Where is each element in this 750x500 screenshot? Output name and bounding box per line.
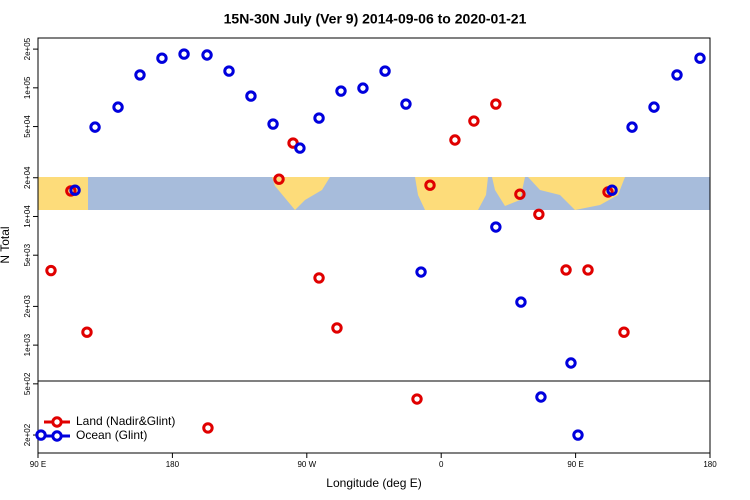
point	[565, 357, 577, 369]
y-tick-label: 2e+04	[23, 166, 32, 189]
plot-frame	[37, 37, 711, 454]
x-tick-label: 90 E	[567, 460, 583, 469]
y-tick-label: 1e+04	[23, 205, 32, 228]
point	[335, 85, 347, 97]
legend-marker	[51, 416, 63, 428]
point	[618, 326, 630, 338]
point	[694, 52, 706, 64]
x-tick-label: 180	[166, 460, 180, 469]
point	[648, 101, 660, 113]
point	[313, 112, 325, 124]
point	[156, 52, 168, 64]
point	[294, 142, 306, 154]
point	[223, 65, 235, 77]
point	[572, 429, 584, 441]
y-tick-label: 5e+03	[23, 243, 32, 266]
chart-title: 15N-30N July (Ver 9) 2014-09-06 to 2020-…	[224, 11, 527, 27]
point	[606, 184, 618, 196]
point	[201, 49, 213, 61]
y-tick-label: 2e+02	[23, 423, 32, 446]
y-tick-label: 5e+04	[23, 115, 32, 138]
y-tick-label: 2e+05	[23, 37, 32, 60]
legend-marker	[51, 430, 63, 442]
y-tick-label: 5e+02	[23, 372, 32, 395]
point	[35, 429, 47, 441]
point	[449, 134, 461, 146]
point	[45, 264, 57, 277]
point	[514, 188, 526, 200]
point	[245, 90, 257, 102]
map-band	[38, 177, 710, 210]
point	[89, 121, 101, 133]
point	[533, 208, 545, 220]
x-tick-label: 90 W	[297, 460, 316, 469]
point	[626, 121, 638, 133]
point	[424, 179, 436, 191]
point	[415, 266, 427, 278]
point	[490, 221, 502, 233]
point	[112, 101, 124, 113]
y-tick-label: 1e+05	[23, 76, 32, 99]
point	[81, 326, 93, 338]
point	[379, 65, 391, 77]
x-tick-label: 0	[439, 460, 444, 469]
y-tick-label: 2e+03	[23, 295, 32, 318]
point	[273, 173, 285, 185]
point	[267, 118, 279, 130]
legend-label: Ocean (Glint)	[76, 428, 147, 442]
x-tick-label: 90 E	[30, 460, 46, 469]
point	[671, 69, 683, 81]
point	[582, 264, 594, 276]
point	[313, 272, 325, 284]
point	[490, 98, 502, 110]
point	[331, 322, 343, 334]
point	[411, 393, 423, 405]
y-tick-label: 1e+03	[23, 333, 32, 356]
point	[202, 422, 214, 434]
point	[468, 115, 480, 127]
point	[400, 98, 412, 110]
point	[134, 69, 146, 81]
point	[535, 391, 547, 403]
point	[357, 82, 369, 94]
x-axis-label: Longitude (deg E)	[326, 476, 421, 490]
y-axis-label: N Total	[0, 226, 12, 263]
point	[560, 264, 572, 276]
point	[69, 184, 81, 196]
legend-label: Land (Nadir&Glint)	[76, 414, 175, 428]
point	[178, 48, 190, 60]
x-tick-label: 180	[703, 460, 717, 469]
point	[515, 296, 527, 308]
